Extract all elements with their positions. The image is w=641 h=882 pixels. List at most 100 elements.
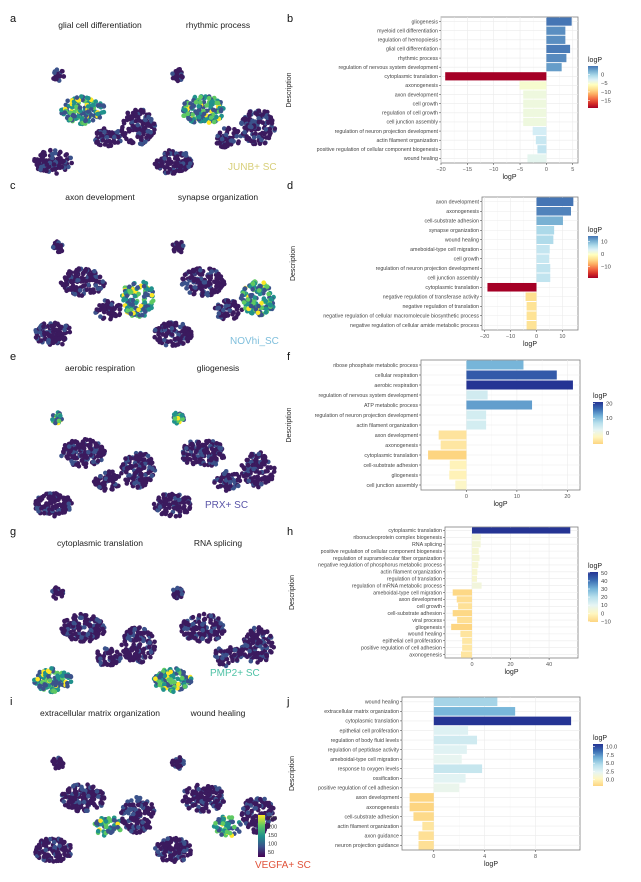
umap-cell: [264, 629, 270, 635]
umap-cell: [263, 306, 269, 312]
umap-cell: [56, 511, 62, 516]
category-label: regulation of neuron projection developm…: [335, 129, 439, 135]
umap-cell: [250, 118, 255, 124]
umap-cell: [168, 669, 173, 675]
umap-cell: [198, 631, 203, 637]
umap-cell: [268, 473, 274, 479]
bar: [523, 108, 547, 117]
category-label: cytoplasmic translation: [388, 528, 442, 534]
umap-cell: [65, 673, 70, 679]
umap-cell: [266, 135, 272, 141]
umap-cell: [214, 786, 220, 792]
umap-cell: [57, 681, 62, 687]
umap-cell: [248, 658, 254, 664]
umap-cell: [94, 139, 100, 145]
panel-letter-a: a: [10, 13, 17, 25]
category-label: viral process: [412, 618, 442, 624]
umap-cell: [47, 678, 53, 683]
umap-cell: [221, 799, 226, 804]
legend-colorbar: [588, 236, 598, 278]
umap-cell: [107, 138, 112, 144]
umap-cell: [236, 483, 241, 489]
umap-middle-cluster: [92, 815, 123, 838]
umap-cell: [87, 278, 92, 283]
umap-cell: [202, 462, 207, 468]
umap-cell: [228, 479, 233, 485]
umap-cell: [106, 311, 111, 316]
umap-cell: [232, 127, 237, 132]
umap-cell: [71, 99, 77, 105]
umap-cell: [152, 639, 157, 645]
umap-middle-cluster: [93, 298, 123, 322]
umap-cell: [184, 621, 189, 626]
umap-middle-cluster: [95, 646, 123, 668]
umap-cell: [198, 99, 203, 105]
umap-cell: [73, 791, 79, 797]
bar: [449, 470, 467, 480]
umap-plot: [33, 410, 158, 519]
umap-cell: [147, 640, 152, 645]
umap-cell: [190, 627, 195, 632]
umap-cell: [79, 293, 85, 298]
umap-cell: [184, 787, 190, 793]
umap-cell: [54, 851, 60, 856]
umap-cell: [268, 804, 273, 810]
umap-cell: [129, 464, 135, 469]
umap-cell: [247, 638, 253, 643]
umap-cell: [212, 453, 217, 458]
umap-cell: [87, 445, 93, 450]
umap-cell: [68, 155, 73, 161]
umap-cell: [33, 335, 39, 340]
bar: [449, 460, 467, 470]
umap-cell: [201, 617, 207, 622]
umap-cell: [114, 659, 119, 665]
umap-cell: [168, 677, 174, 682]
umap-bottom-cluster: [151, 666, 194, 695]
umap-cell: [95, 828, 101, 834]
category-label: negative regulation of phosphorus metabo…: [318, 563, 442, 569]
umap-cell: [129, 307, 134, 313]
umap-cell: [249, 452, 255, 458]
umap-cell: [146, 458, 152, 463]
legend-title: logP: [588, 227, 602, 234]
umap-bottom-cluster: [153, 835, 193, 864]
x-axis-title: logP: [502, 174, 516, 181]
umap-cell: [39, 506, 44, 511]
umap-cell: [250, 820, 256, 825]
umap-cell: [205, 293, 211, 298]
category-label: actin filament organization: [376, 138, 438, 144]
category-label: cellular respiration: [375, 373, 418, 379]
umap-cell: [123, 297, 129, 302]
umap-cell: [240, 816, 246, 822]
umap-cell: [209, 269, 215, 274]
umap-cell: [114, 474, 119, 479]
umap-cell: [217, 793, 222, 799]
category-label: cell junction assembly: [366, 483, 418, 489]
umap-cell: [145, 121, 151, 127]
category-label: ameboidal-type cell migration: [373, 590, 442, 596]
umap-cell: [44, 168, 49, 174]
umap-cell: [182, 632, 187, 637]
umap-cell: [198, 792, 204, 797]
umap-cell: [253, 806, 259, 811]
umap-cell: [68, 278, 74, 284]
umap-cell: [34, 847, 39, 853]
umap-cell: [210, 99, 215, 104]
umap-cell: [188, 275, 193, 280]
umap-cell: [142, 810, 148, 816]
umap-cell: [50, 333, 55, 338]
umap-cell: [165, 339, 171, 345]
umap-cell: [262, 796, 267, 802]
umap-cell: [176, 67, 181, 72]
umap-cell: [45, 668, 51, 674]
umap-cell: [179, 587, 184, 593]
umap-cell: [58, 413, 63, 419]
umap-cell: [214, 114, 219, 120]
subtype-label: NOVhi_SC: [230, 336, 279, 347]
umap-cell: [261, 280, 266, 285]
umap-small-cluster: [50, 239, 65, 255]
legend-tick-label: −10: [601, 265, 611, 271]
umap-cell: [178, 163, 184, 169]
umap-cell: [146, 631, 152, 636]
umap-cell: [37, 325, 43, 330]
